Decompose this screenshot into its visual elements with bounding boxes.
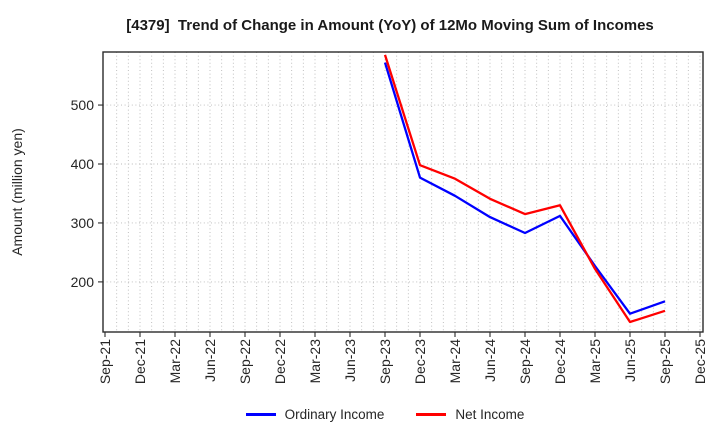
- x-tick-label: Mar-24: [447, 339, 463, 384]
- x-tick-label: Dec-22: [272, 339, 288, 384]
- legend-line-swatch-ordinary-income: [245, 412, 276, 416]
- y-tick-label: 200: [71, 274, 95, 290]
- series-line-net-income: [383, 54, 666, 324]
- x-tick-label: Sep-23: [377, 339, 393, 384]
- x-tick-label: Sep-25: [657, 339, 673, 384]
- series-line-ordinary-income: [383, 62, 666, 315]
- legend-line-swatch-net-income: [416, 412, 447, 416]
- x-tick-label: Sep-22: [237, 339, 253, 384]
- y-tick-label: 500: [71, 97, 95, 113]
- x-tick-label: Jun-24: [482, 339, 498, 382]
- x-tick-label: Dec-24: [552, 339, 568, 384]
- x-tick-label: Dec-25: [692, 339, 708, 384]
- x-tick-label: Sep-21: [97, 339, 113, 384]
- x-tick-label: Jun-25: [622, 339, 638, 382]
- legend-label-ordinary-income: Ordinary Income: [284, 406, 385, 422]
- legend-item-ordinary-income: Ordinary Income: [245, 406, 385, 422]
- chart-title: [4379] Trend of Change in Amount (YoY) o…: [126, 17, 654, 34]
- legend-label-net-income: Net Income: [455, 406, 525, 422]
- legend: Ordinary Income Net Income: [25, 403, 720, 425]
- x-tick-label: Dec-23: [412, 339, 428, 384]
- plot-frame: [102, 51, 704, 333]
- y-tick-label: 300: [71, 215, 95, 231]
- x-tick-label: Sep-24: [517, 339, 533, 384]
- x-tick-label: Mar-23: [307, 339, 323, 384]
- x-tick-label: Jun-23: [342, 339, 358, 382]
- legend-item-net-income: Net Income: [416, 407, 524, 422]
- x-tick-label: Mar-25: [587, 339, 603, 384]
- x-tick-label: Jun-22: [202, 339, 218, 382]
- x-tick-label: Dec-21: [132, 339, 148, 384]
- x-tick-label: Mar-22: [167, 339, 183, 384]
- y-tick-label: 400: [71, 156, 95, 172]
